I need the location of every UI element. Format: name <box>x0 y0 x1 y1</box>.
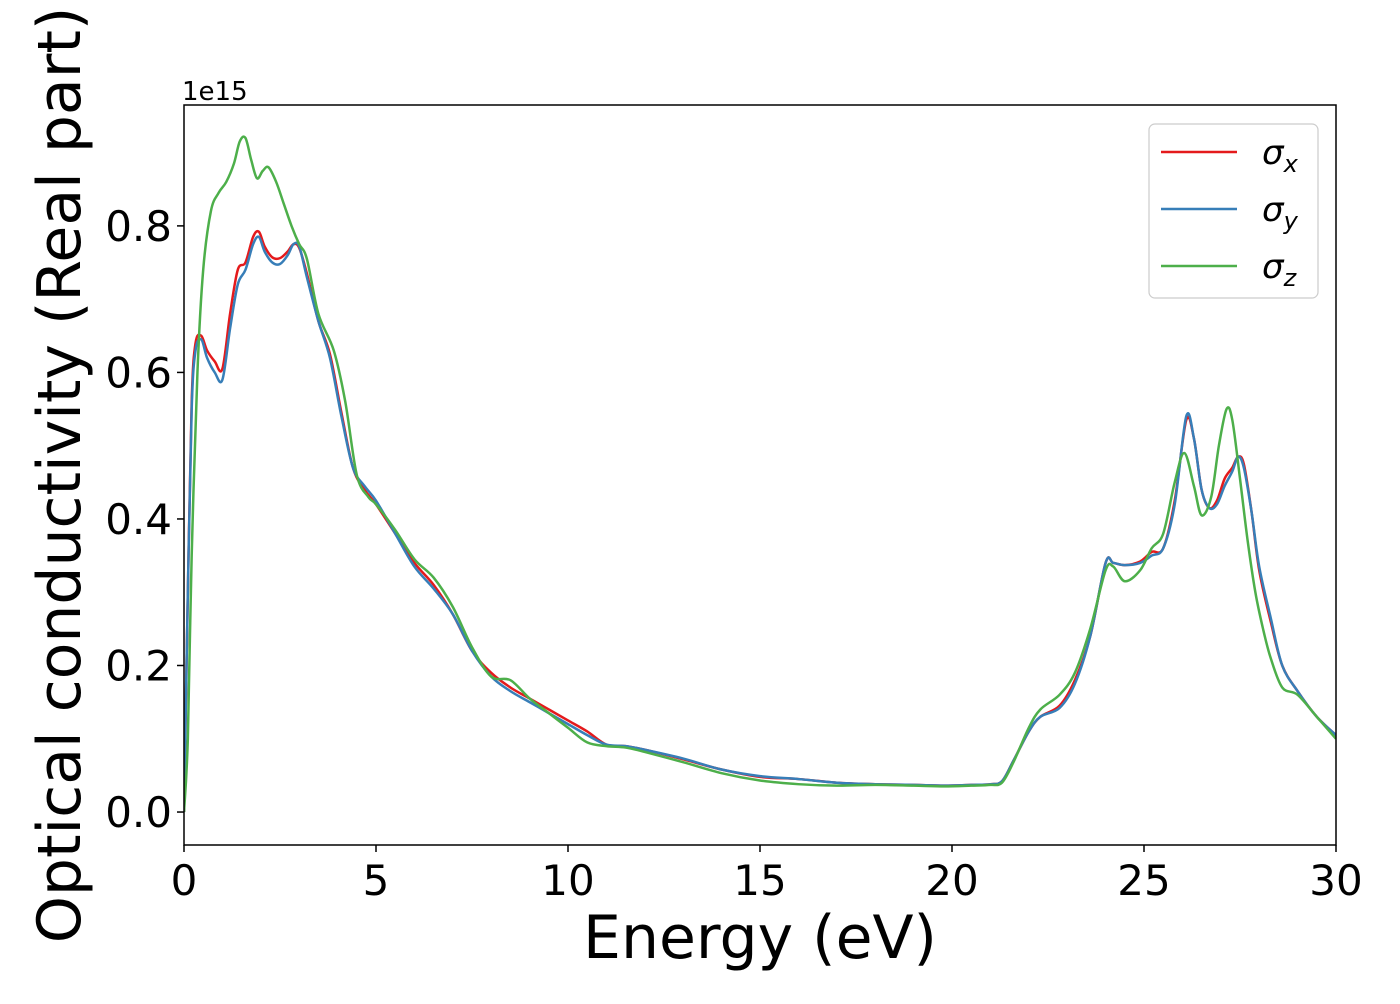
series-line-y <box>184 235 1336 813</box>
x-axis: 0 5 10 15 20 25 30 <box>171 845 1363 905</box>
x-tick-label: 30 <box>1309 856 1362 905</box>
series-line-x <box>184 229 1336 813</box>
x-tick-label: 10 <box>541 856 594 905</box>
x-tick-label: 15 <box>733 856 786 905</box>
legend-label-subscript: x <box>1283 150 1299 178</box>
series-layer <box>184 135 1336 813</box>
y-scale-label: 1e15 <box>182 77 248 107</box>
x-tick-label: 20 <box>925 856 978 905</box>
legend-label-subscript: z <box>1283 264 1298 292</box>
x-tick-label: 0 <box>171 856 198 905</box>
x-tick-label: 25 <box>1117 856 1170 905</box>
y-tick-label: 0.2 <box>105 641 172 690</box>
legend-label: σy <box>1262 190 1299 235</box>
legend-label: σx <box>1262 133 1299 178</box>
legend-label-symbol: σ <box>1262 190 1285 230</box>
y-axis: 0.0 0.2 0.4 0.6 0.8 <box>105 202 184 837</box>
y-tick-label: 0.8 <box>105 202 172 251</box>
x-axis-label: Energy (eV) <box>583 903 937 973</box>
legend-label-subscript: y <box>1283 207 1299 235</box>
x-tick-label: 5 <box>363 856 390 905</box>
legend-label: σz <box>1262 247 1298 292</box>
y-tick-label: 0.4 <box>105 495 172 544</box>
legend-frame <box>1148 123 1319 299</box>
y-tick-label: 0.6 <box>105 348 172 397</box>
y-tick-label: 0.0 <box>105 788 172 837</box>
legend-label-symbol: σ <box>1262 247 1285 287</box>
series-line-z <box>184 135 1336 813</box>
legend-label-symbol: σ <box>1262 133 1285 173</box>
y-axis-label: Optical conductivity (Real part) <box>25 7 95 944</box>
